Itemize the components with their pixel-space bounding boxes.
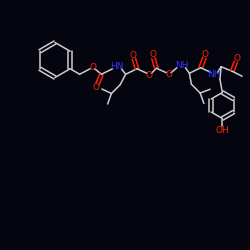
Text: O: O — [146, 71, 153, 80]
Text: O: O — [130, 51, 137, 60]
Text: NH: NH — [208, 70, 221, 79]
Text: NH: NH — [175, 61, 188, 70]
Text: OH: OH — [216, 126, 229, 135]
Text: O: O — [93, 83, 100, 92]
Text: O: O — [150, 50, 156, 59]
Text: O: O — [89, 63, 96, 72]
Text: HN: HN — [110, 62, 124, 71]
Text: O: O — [202, 50, 209, 59]
Text: O: O — [166, 70, 172, 79]
Text: O: O — [233, 54, 240, 63]
